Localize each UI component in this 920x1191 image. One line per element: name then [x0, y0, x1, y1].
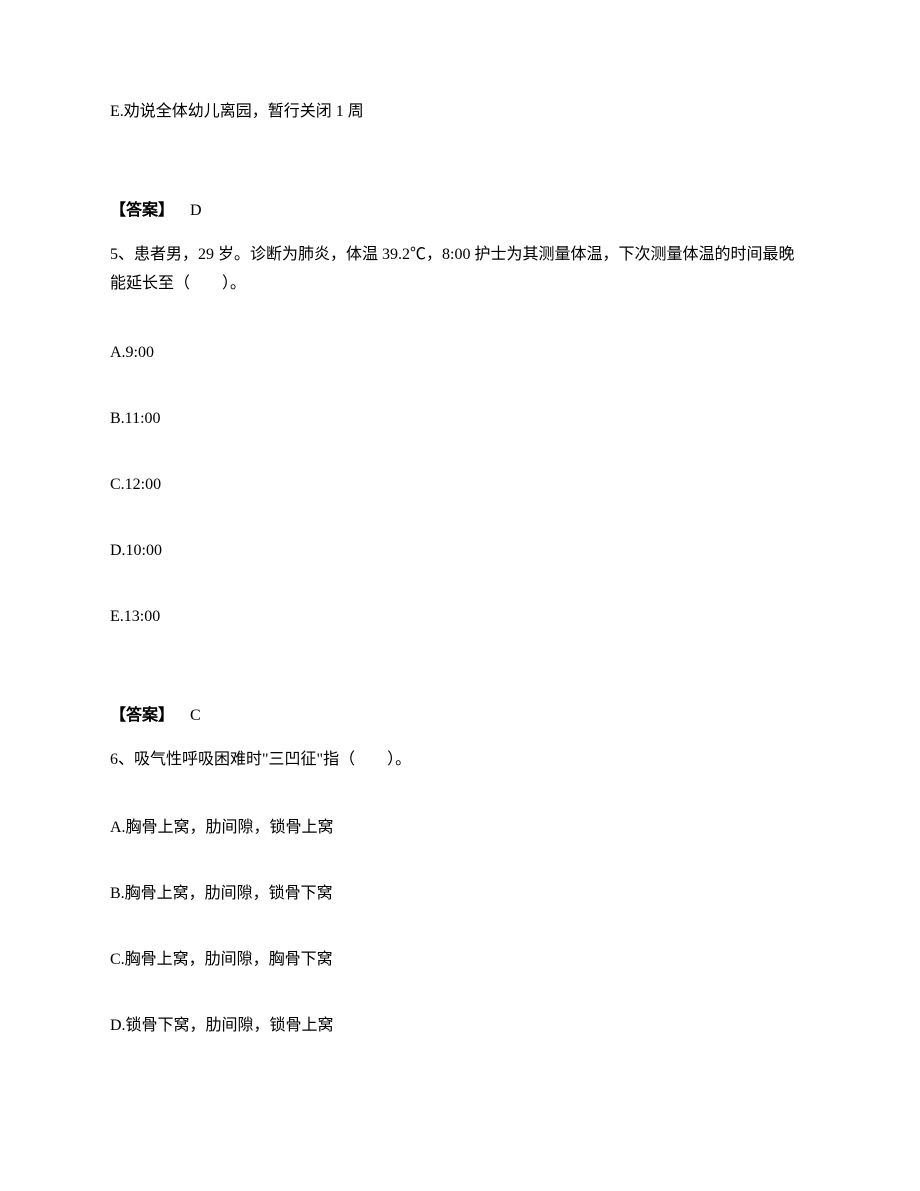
q5-text: 5、患者男，29 岁。诊断为肺炎，体温 39.2℃，8:00 护士为其测量体温，…	[110, 241, 810, 299]
q5-option-e: E.13:00	[110, 605, 810, 629]
q5-options: A.9:00 B.11:00 C.12:00 D.10:00 E.13:00	[110, 341, 810, 629]
q4-answer-label: 【答案】	[110, 202, 174, 219]
q6-option-a: A.胸骨上窝，肋间隙，锁骨上窝	[110, 816, 810, 840]
q4-option-e: E.劝说全体幼儿离园，暂行关闭 1 周	[110, 100, 810, 124]
q6-option-d: D.锁骨下窝，肋间隙，锁骨上窝	[110, 1014, 810, 1038]
q6-text: 6、吸气性呼吸困难时"三凹征"指（ ）。	[110, 746, 810, 775]
q5-answer-value: C	[190, 707, 201, 724]
q5-option-b: B.11:00	[110, 407, 810, 431]
q6-option-c: C.胸骨上窝，肋间隙，胸骨下窝	[110, 948, 810, 972]
q5-answer-label: 【答案】	[110, 707, 174, 724]
q5-answer-block: 【答案】 C	[110, 704, 810, 728]
q5-option-d: D.10:00	[110, 539, 810, 563]
q4-answer-value: D	[190, 202, 202, 219]
q5-option-a: A.9:00	[110, 341, 810, 365]
q6-option-b: B.胸骨上窝，肋间隙，锁骨下窝	[110, 882, 810, 906]
q5-option-c: C.12:00	[110, 473, 810, 497]
q4-answer-block: 【答案】 D	[110, 199, 810, 223]
q6-options: A.胸骨上窝，肋间隙，锁骨上窝 B.胸骨上窝，肋间隙，锁骨下窝 C.胸骨上窝，肋…	[110, 816, 810, 1038]
